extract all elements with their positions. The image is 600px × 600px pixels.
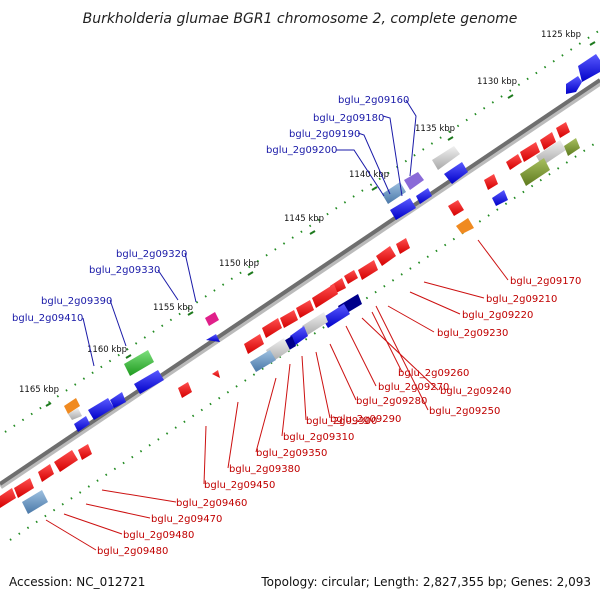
genome-stats-text: Topology: circular; Length: 2,827,355 bp… (260, 575, 591, 589)
gene-label: bglu_2g09260 (398, 368, 469, 379)
gene-block (432, 146, 460, 170)
gene-label: bglu_2g09480 (123, 530, 194, 541)
gene-block (556, 122, 570, 138)
gene-block (74, 416, 90, 432)
top-strand-genes (64, 54, 600, 432)
gene-block (302, 312, 328, 336)
top-callout-lines (82, 99, 417, 367)
gene-block (344, 270, 358, 284)
gene-label: bglu_2g09200 (266, 145, 337, 156)
gene-block (205, 312, 219, 326)
gene-label: bglu_2g09250 (429, 406, 500, 417)
gene-block (68, 408, 82, 420)
gene-block (54, 450, 78, 472)
gene-block (578, 54, 600, 82)
inner-tick-track (9, 139, 600, 541)
gene-block (124, 350, 154, 376)
gene-block (250, 350, 276, 372)
gene-block (444, 162, 468, 184)
scale-label: 1165 kbp (19, 385, 59, 395)
major-ticks (45, 41, 596, 407)
gene-block (540, 132, 556, 150)
gene-label: bglu_2g09180 (313, 113, 384, 124)
gene-block (296, 300, 314, 318)
gene-block (448, 200, 464, 216)
accession-text: Accession: NC_012721 (9, 575, 145, 589)
scale-label: 1160 kbp (87, 345, 127, 355)
gene-block (456, 218, 474, 234)
gene-block (280, 310, 298, 328)
scale-label: 1145 kbp (284, 214, 324, 224)
gene-block (396, 238, 410, 254)
gene-block (38, 464, 54, 482)
gene-block (134, 370, 164, 394)
gene-label: bglu_2g09390 (41, 296, 112, 307)
gene-block (416, 188, 432, 204)
gene-block (0, 488, 16, 508)
chromosome-backbone (0, 78, 600, 486)
gene-label: bglu_2g09230 (437, 328, 508, 339)
top-gene-labels: bglu_2g09160 bglu_2g09180 bglu_2g09190 b… (12, 95, 409, 324)
gene-label: bglu_2g09330 (89, 265, 160, 276)
scale-label: 1140 kbp (349, 170, 389, 180)
gene-block (206, 334, 220, 342)
gene-block (376, 246, 396, 266)
bottom-strand-genes (0, 122, 580, 514)
scale-label: 1125 kbp (541, 30, 581, 40)
gene-label: bglu_2g09320 (116, 249, 187, 260)
gene-block (382, 182, 406, 204)
gene-block (88, 398, 114, 420)
bottom-gene-labels: bglu_2g09170 bglu_2g09210 bglu_2g09220 b… (97, 276, 581, 557)
gene-label: bglu_2g09290 (330, 414, 401, 425)
gene-label: bglu_2g09280 (356, 396, 427, 407)
gene-block (506, 154, 522, 170)
gene-block (212, 370, 220, 378)
gene-block (520, 142, 540, 162)
gene-block (244, 334, 264, 354)
scale-label: 1135 kbp (415, 124, 455, 134)
gene-block (262, 318, 282, 338)
gene-block (358, 260, 378, 280)
gene-block (404, 172, 424, 190)
gene-block (290, 326, 308, 346)
bottom-callout-lines (45, 239, 509, 551)
gene-label: bglu_2g09300 (306, 416, 377, 427)
scale-label: 1150 kbp (219, 259, 259, 269)
gene-label: bglu_2g09220 (462, 310, 533, 321)
gene-label: bglu_2g09410 (12, 313, 83, 324)
gene-label: bglu_2g09240 (440, 386, 511, 397)
gene-block (110, 392, 126, 408)
gene-block (484, 174, 498, 190)
gene-block (322, 304, 350, 328)
gene-block (390, 198, 416, 220)
scale-labels: 1125 kbp 1130 kbp 1135 kbp 1140 kbp 1145… (19, 30, 581, 395)
gene-label: bglu_2g09270 (378, 382, 449, 393)
gene-block (564, 138, 580, 156)
gene-label: bglu_2g09380 (229, 464, 300, 475)
gene-label: bglu_2g09190 (289, 129, 360, 140)
gene-block (178, 382, 192, 398)
gene-block (492, 190, 508, 206)
gene-label: bglu_2g09310 (283, 432, 354, 443)
gene-label: bglu_2g09450 (204, 480, 275, 491)
gene-label: bglu_2g09470 (151, 514, 222, 525)
gene-label: bglu_2g09160 (338, 95, 409, 106)
gene-block (312, 284, 338, 308)
gene-label: bglu_2g09170 (510, 276, 581, 287)
gene-label: bglu_2g09350 (256, 448, 327, 459)
gene-block (22, 490, 48, 514)
scale-label: 1130 kbp (477, 77, 517, 87)
gene-label: bglu_2g09460 (176, 498, 247, 509)
gene-label: bglu_2g09480 (97, 546, 168, 557)
map-title: Burkholderia glumae BGR1 chromosome 2, c… (83, 11, 518, 27)
gene-block (566, 76, 582, 94)
gene-block (64, 398, 80, 414)
gene-block (78, 444, 92, 460)
gene-block (14, 478, 34, 498)
scale-label: 1155 kbp (153, 303, 193, 313)
gene-label: bglu_2g09210 (486, 294, 557, 305)
gene-block (520, 158, 550, 186)
